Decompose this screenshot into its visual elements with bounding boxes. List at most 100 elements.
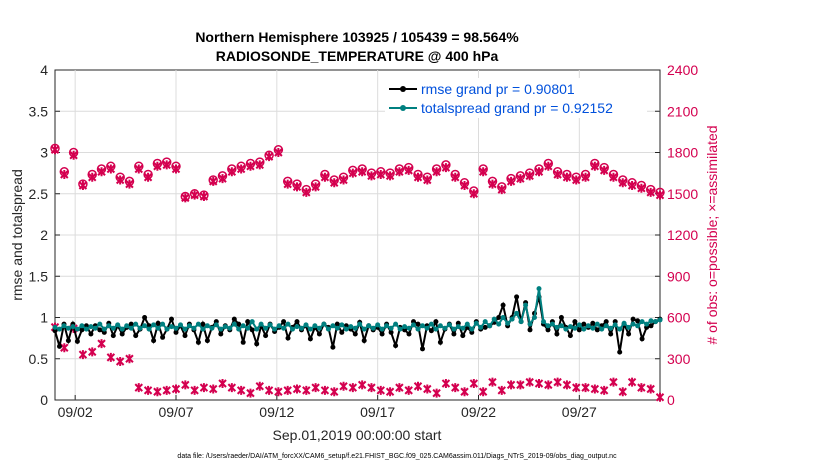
rmse-point	[558, 315, 564, 320]
left-tick-label: 0	[40, 392, 48, 408]
totalspread-point	[213, 322, 219, 328]
totalspread-point	[160, 321, 166, 327]
totalspread-point	[307, 326, 313, 332]
left-tick-label: 1.5	[29, 268, 49, 284]
left-tick-label: 3	[40, 145, 48, 161]
obs-assimilated-point	[134, 164, 143, 174]
totalspread-point	[272, 326, 278, 332]
obs-assimilated-point	[432, 167, 441, 177]
totalspread-point	[263, 325, 269, 331]
x-axis: 09/02 09/07 09/12 09/17 09/22 09/27	[58, 395, 597, 420]
totalspread-point	[339, 322, 345, 328]
totalspread-point	[415, 326, 421, 332]
right-tick-label: 900	[667, 268, 691, 284]
obs-assimilated-lower-point	[246, 388, 255, 398]
left-tick-label: 1	[40, 310, 48, 326]
totalspread-point	[97, 321, 103, 327]
rmse-point	[204, 338, 210, 344]
obs-assimilated-lower-point	[395, 383, 404, 393]
rmse-point	[119, 331, 125, 337]
rmse-point	[420, 346, 425, 352]
totalspread-point	[303, 322, 309, 328]
rmse-point	[361, 338, 367, 344]
totalspread-point	[137, 325, 143, 331]
obs-assimilated-point	[367, 171, 376, 181]
obs-assimilated-point	[60, 170, 69, 179]
obs-assimilated-point	[441, 163, 451, 173]
y-axis-label-left: rmse and totalspread	[9, 169, 25, 301]
chart-title-line2: RADIOSONDE_TEMPERATURE @ 400 hPa	[216, 48, 499, 64]
totalspread-point	[334, 325, 340, 331]
obs-assimilated-lower-point	[199, 383, 209, 393]
rmse-point	[236, 321, 242, 327]
obs-assimilated-point	[264, 152, 274, 162]
totalspread-point	[617, 326, 623, 332]
totalspread-point	[518, 319, 524, 325]
obs-assimilated-point	[227, 167, 237, 177]
totalspread-point	[240, 323, 246, 329]
rmse-point	[576, 327, 582, 333]
obs-assimilated-point	[162, 160, 171, 170]
rmse-point	[218, 331, 224, 337]
totalspread-point	[343, 326, 349, 332]
totalspread-point	[155, 325, 161, 331]
totalspread-point	[496, 321, 502, 327]
totalspread-point	[92, 325, 98, 331]
obs-assimilated-point	[488, 179, 497, 189]
totalspread-point	[406, 325, 412, 331]
obs-assimilated-point	[497, 185, 506, 195]
totalspread-point	[142, 323, 148, 329]
obs-assimilated-lower-point	[78, 350, 88, 360]
totalspread-point	[325, 326, 331, 332]
rmse-point	[231, 316, 237, 322]
totalspread-point	[361, 326, 367, 332]
totalspread-point	[352, 325, 358, 331]
obs-assimilated-point	[50, 145, 60, 155]
totalspread-point	[249, 319, 255, 325]
totalspread-point	[630, 321, 636, 327]
totalspread-point	[514, 310, 520, 316]
totalspread-point	[357, 321, 363, 327]
rmse-point	[379, 331, 385, 337]
totalspread-point	[178, 322, 183, 328]
totalspread-point	[258, 321, 264, 327]
totalspread-point	[57, 326, 62, 332]
obs-assimilated-lower-point	[292, 384, 302, 394]
totalspread-point	[437, 323, 443, 329]
obs-assimilated-point	[88, 172, 97, 182]
obs-assimilated-lower-point	[413, 381, 423, 391]
obs-assimilated-lower-point	[637, 383, 646, 393]
rmse-point	[635, 318, 641, 324]
totalspread-point	[186, 323, 192, 329]
totalspread-point	[603, 323, 609, 329]
totalspread-point	[119, 326, 125, 332]
obs-assimilated-point	[572, 175, 581, 185]
obs-assimilated-lower-point	[264, 385, 274, 395]
obs-assimilated-point	[143, 172, 153, 182]
obs-assimilated-lower-point	[171, 384, 181, 394]
obs-assimilated-lower-point	[209, 384, 218, 394]
obs-assimilated-lower-point	[618, 387, 627, 397]
totalspread-point	[276, 323, 282, 329]
rmse-point	[263, 333, 269, 339]
legend-marker-totalspread	[400, 105, 406, 111]
obs-assimilated-point	[385, 171, 395, 181]
totalspread-point	[509, 316, 515, 322]
obs-assimilated-lower-point	[385, 387, 395, 397]
obs-assimilated-lower-point	[190, 385, 199, 395]
obs-assimilated-point	[115, 175, 125, 185]
totalspread-point	[231, 321, 237, 327]
totalspread-point	[464, 321, 470, 327]
totalspread-point	[83, 326, 89, 332]
obs-assimilated-point	[106, 164, 116, 174]
totalspread-point	[281, 325, 287, 331]
totalspread-point	[379, 326, 385, 332]
obs-assimilated-point	[330, 178, 339, 188]
totalspread-point	[608, 325, 614, 331]
rmse-point	[173, 329, 179, 335]
totalspread-point	[254, 326, 260, 332]
totalspread-point	[218, 326, 224, 332]
obs-assimilated-point	[320, 172, 330, 182]
totalspread-point	[657, 317, 663, 323]
